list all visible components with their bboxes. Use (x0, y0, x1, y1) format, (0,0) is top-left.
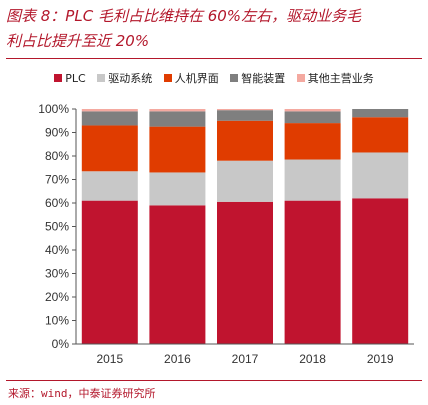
y-tick-label: 60% (45, 196, 69, 210)
bar-segment-2017-3 (217, 110, 273, 121)
bar-segment-2015-2 (81, 125, 138, 172)
y-tick-label: 0% (52, 337, 70, 351)
bar-segment-2018-2 (284, 123, 341, 160)
bar-segment-2016-1 (149, 172, 206, 206)
legend-label-plc: PLC (65, 72, 86, 85)
legend-item-plc: PLC (54, 72, 86, 85)
figure-title-line-1: 图表 8：PLC 毛利占比维持在 60%左右，驱动业务毛 (6, 7, 362, 25)
bar-segment-2015-1 (81, 171, 138, 201)
x-tick-label: 2017 (232, 352, 259, 366)
bar-segment-2015-3 (81, 111, 138, 126)
footer-rule (6, 380, 422, 381)
y-tick-label: 20% (45, 290, 69, 304)
legend-label-hmi: 人机界面 (174, 72, 219, 85)
legend-label-drive: 驱动系统 (108, 72, 153, 85)
bar-segment-2017-1 (217, 160, 273, 202)
bar-segment-2018-3 (284, 111, 341, 124)
legend-item-hmi: 人机界面 (163, 70, 219, 86)
x-tick-label: 2016 (164, 352, 191, 366)
bar-segment-2018-1 (284, 159, 341, 201)
bar-segment-2017-0 (217, 201, 273, 344)
stacked-bar-chart: 0% 10% 20% 30% 40% 50% 60% 70% 80% 90% 100% 2015 201… (38, 102, 414, 366)
y-tick-label: 30% (45, 267, 69, 281)
legend-item-other: 其他主营业务 (296, 70, 374, 86)
figure-title: 图表 8：PLC 毛利占比维持在 60%左右，驱动业务毛 利占比提升至近 20% (6, 4, 422, 54)
bar-segment-2015-0 (81, 200, 138, 344)
y-tick-label: 50% (45, 220, 69, 234)
legend-swatch-smart (230, 74, 239, 82)
title-rule (6, 58, 422, 59)
legend-item-smart: 智能装置 (230, 70, 285, 86)
legend-swatch-other (296, 74, 305, 82)
legend-swatch-drive (97, 74, 106, 82)
figure-title-line-2: 利占比提升至近 20% (6, 32, 150, 50)
y-tick-label: 100% (38, 102, 69, 116)
y-tick-label: 70% (45, 173, 69, 187)
bar-segment-2019-0 (352, 198, 409, 344)
legend-label-other: 其他主营业务 (307, 72, 374, 85)
bar-segment-2018-4 (284, 109, 341, 112)
y-tick-label: 80% (45, 149, 69, 163)
bar-segment-2016-2 (149, 126, 206, 173)
bar-segment-2018-0 (284, 200, 341, 344)
legend-item-drive: 驱动系统 (97, 70, 152, 86)
y-tick-label: 90% (45, 126, 69, 140)
bar-segment-2017-2 (217, 120, 273, 161)
x-tick-label: 2015 (96, 352, 123, 366)
x-tick-label: 2018 (299, 352, 326, 366)
y-tick-label: 10% (45, 314, 69, 328)
bar-segment-2019-3 (352, 109, 409, 118)
x-tick-label: 2019 (367, 352, 394, 366)
legend-label-smart: 智能装置 (241, 72, 286, 85)
bar-segment-2016-0 (149, 205, 206, 344)
legend-swatch-hmi (163, 74, 172, 82)
bar-segment-2015-4 (81, 109, 138, 112)
bar-segment-2017-4 (217, 109, 273, 111)
y-tick-label: 40% (45, 243, 69, 257)
bar-segment-2019-2 (352, 117, 409, 153)
bar-segment-2016-3 (149, 111, 206, 127)
source-note: 来源：wind，中泰证券研究所 (8, 387, 156, 400)
chart-legend: PLC 驱动系统 人机界面 智能装置 其他主营业务 (0, 70, 428, 86)
legend-swatch-plc (54, 74, 63, 82)
bar-segment-2016-4 (149, 109, 206, 112)
bar-segment-2019-1 (352, 152, 409, 199)
